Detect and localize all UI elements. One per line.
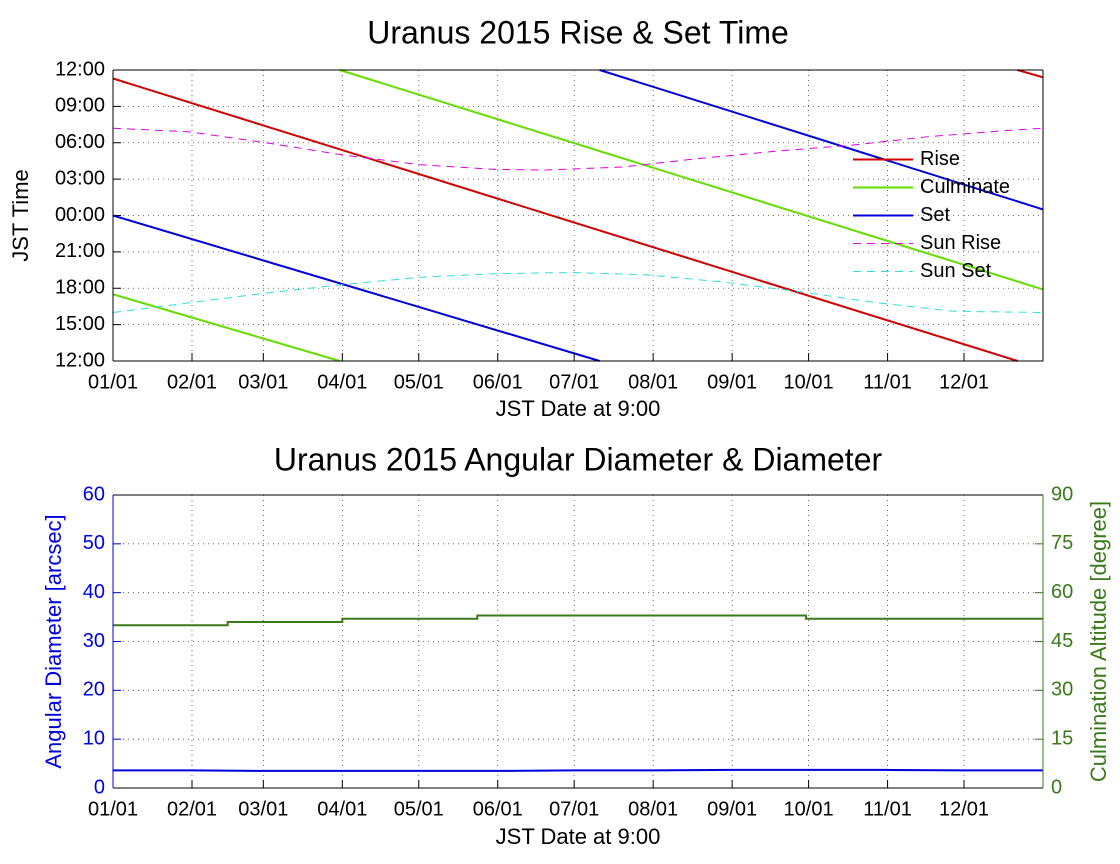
y-tick-label: 00:00 <box>55 204 105 226</box>
y-tick-label: 09:00 <box>55 95 105 117</box>
y-tick-label: 50 <box>83 532 105 554</box>
legend-label: Rise <box>920 148 960 170</box>
y-tick-label: 10 <box>83 727 105 749</box>
x-tick-label: 07/01 <box>549 798 599 820</box>
x-tick-label: 10/01 <box>784 371 834 393</box>
series-line <box>113 768 1043 772</box>
x-tick-label: 01/01 <box>88 798 138 820</box>
x-tick-label: 03/01 <box>238 371 288 393</box>
x-tick-label: 06/01 <box>473 798 523 820</box>
y2-tick-label: 90 <box>1051 483 1073 505</box>
series-line <box>113 614 1043 627</box>
chart-title: Uranus 2015 Rise & Set Time <box>367 14 789 50</box>
x-tick-label: 05/01 <box>394 371 444 393</box>
series-line <box>112 127 1044 171</box>
y-tick-label: 12:00 <box>55 349 105 371</box>
x-tick-label: 09/01 <box>707 371 757 393</box>
x-tick-label: 08/01 <box>628 798 678 820</box>
legend-label: Sun Set <box>920 260 992 282</box>
x-tick-label: 04/01 <box>317 798 367 820</box>
y-tick-label: 40 <box>83 581 105 603</box>
y-tick-label: 15:00 <box>55 313 105 335</box>
x-tick-label: 06/01 <box>473 371 523 393</box>
legend-label: Culminate <box>920 176 1010 198</box>
y-tick-label: 60 <box>83 483 105 505</box>
y2-axis-label: Culmination Altitude [degree] <box>1086 501 1111 782</box>
y-tick-label: 12:00 <box>55 58 105 80</box>
x-tick-label: 10/01 <box>784 798 834 820</box>
y-tick-label: 20 <box>83 679 105 701</box>
x-tick-label: 02/01 <box>167 371 217 393</box>
x-tick-label: 12/01 <box>939 371 989 393</box>
y-tick-label: 18:00 <box>55 277 105 299</box>
y-tick-label: 30 <box>83 630 105 652</box>
x-tick-label: 11/01 <box>863 371 912 393</box>
y2-tick-label: 15 <box>1051 727 1073 749</box>
x-tick-label: 11/01 <box>863 798 912 820</box>
x-tick-label: 01/01 <box>88 371 138 393</box>
x-axis-label: JST Date at 9:00 <box>496 824 661 849</box>
x-tick-label: 12/01 <box>939 798 989 820</box>
y-axis-label: JST Time <box>8 169 33 262</box>
y2-tick-label: 60 <box>1051 581 1073 603</box>
y2-tick-label: 75 <box>1051 532 1073 554</box>
y2-tick-label: 45 <box>1051 630 1073 652</box>
x-tick-label: 09/01 <box>707 798 757 820</box>
series-line <box>112 69 1044 362</box>
y-tick-label: 0 <box>94 776 105 798</box>
legend-label: Set <box>920 204 950 226</box>
x-tick-label: 08/01 <box>628 371 678 393</box>
y-tick-label: 06:00 <box>55 131 105 153</box>
y-axis-label: Angular Diameter [arcsec] <box>41 514 66 768</box>
y-tick-label: 21:00 <box>55 240 105 262</box>
series-line <box>112 271 1044 313</box>
x-axis-label: JST Date at 9:00 <box>496 396 661 421</box>
chart-title: Uranus 2015 Angular Diameter & Diameter <box>274 441 883 477</box>
y2-tick-label: 30 <box>1051 679 1073 701</box>
x-tick-label: 03/01 <box>238 798 288 820</box>
legend-label: Sun Rise <box>920 232 1001 254</box>
x-tick-label: 07/01 <box>549 371 599 393</box>
x-tick-label: 02/01 <box>167 798 217 820</box>
x-tick-label: 05/01 <box>394 798 444 820</box>
series-line <box>112 69 1044 362</box>
y2-tick-label: 0 <box>1051 776 1062 798</box>
x-tick-label: 04/01 <box>317 371 367 393</box>
y-tick-label: 03:00 <box>55 167 105 189</box>
series-line <box>112 69 1044 362</box>
